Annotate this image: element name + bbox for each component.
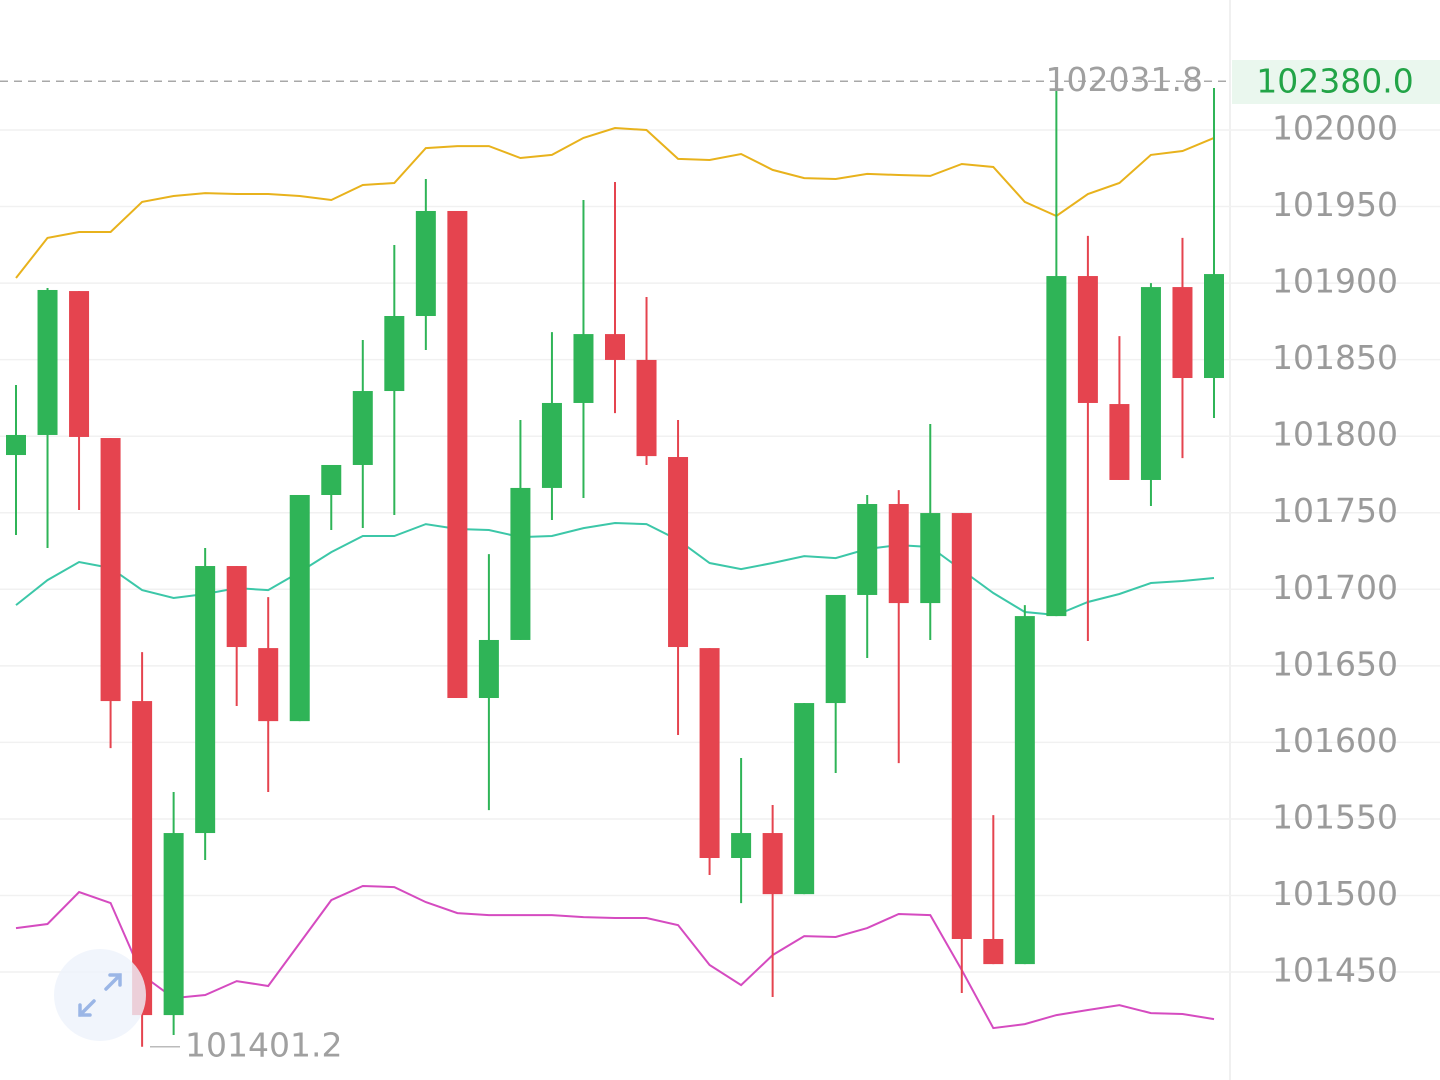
band-line — [15, 521, 1215, 617]
candle-body — [258, 648, 279, 722]
y-tick-label: 101950 — [1272, 185, 1398, 224]
candle-body — [573, 334, 594, 403]
candle-body — [825, 594, 846, 704]
candle-body — [69, 291, 90, 437]
y-tick-label: 101750 — [1272, 491, 1398, 530]
candle-body — [605, 334, 625, 360]
candle-body — [794, 703, 815, 895]
candle-body — [920, 513, 941, 604]
y-tick-label: 101600 — [1272, 721, 1398, 760]
expand-button-bg[interactable] — [54, 949, 146, 1041]
y-tick-label: 101450 — [1272, 951, 1398, 990]
candle-body — [951, 513, 972, 939]
candle-body — [195, 566, 216, 834]
candle-body — [510, 487, 531, 640]
candle-body — [447, 210, 468, 699]
y-tick-label: 102000 — [1272, 108, 1398, 147]
candle-body — [226, 566, 247, 648]
y-tick-label: 101550 — [1272, 797, 1398, 836]
expand-icon[interactable] — [78, 973, 122, 1017]
candle-body — [1140, 287, 1161, 480]
low-marker-label: 101401.2 — [185, 1025, 342, 1064]
candle-body — [1077, 276, 1098, 403]
last-price-label: 102380.0 — [1256, 62, 1413, 101]
candle-body — [636, 359, 657, 457]
candle-body — [37, 289, 58, 435]
candle-body — [384, 316, 405, 392]
high-marker-label: 102031.8 — [1046, 60, 1203, 99]
y-tick-label: 101900 — [1272, 262, 1398, 301]
candle-body — [1204, 274, 1224, 379]
candle-body — [983, 938, 1004, 965]
candle-body — [541, 402, 562, 488]
candle-body — [289, 494, 310, 722]
overlay-layer — [15, 126, 1215, 1030]
band-line — [15, 126, 1215, 279]
marker-layer: 102031.8 101401.2 — [0, 60, 1230, 1064]
band-line — [15, 884, 1215, 1030]
candle-body — [857, 504, 878, 595]
price-tag — [1232, 60, 1440, 104]
grid-layer: 102000 101950 101900 101850 101800 101750 1017… — [0, 108, 1440, 990]
candle-body — [1046, 276, 1067, 617]
candle-body — [762, 833, 783, 895]
candle-body — [1014, 616, 1035, 965]
candle-body — [1109, 404, 1130, 480]
candle-body — [668, 457, 689, 648]
candle-body — [478, 639, 499, 699]
candle-body — [132, 701, 153, 1016]
candle-body — [1172, 287, 1193, 379]
candle-body — [415, 210, 436, 317]
candle-body — [699, 648, 720, 858]
y-tick-label: 101850 — [1272, 338, 1398, 377]
y-tick-label: 101700 — [1272, 568, 1398, 607]
y-tick-label: 101650 — [1272, 644, 1398, 683]
candle-layer — [6, 81, 1224, 1047]
candle-body — [100, 438, 121, 702]
y-tick-label: 101500 — [1272, 874, 1398, 913]
y-tick-label: 101800 — [1272, 415, 1398, 454]
candle-body — [888, 504, 909, 604]
candle-body — [731, 833, 752, 858]
expand-button[interactable] — [54, 949, 146, 1041]
candle-body — [321, 464, 342, 495]
candle-body — [163, 833, 184, 1016]
candle-body — [352, 391, 373, 465]
candle-body — [6, 434, 26, 456]
